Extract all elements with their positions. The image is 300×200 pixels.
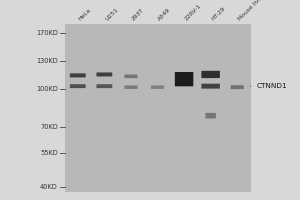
- Text: 40KD: 40KD: [40, 184, 58, 190]
- FancyBboxPatch shape: [70, 84, 86, 88]
- FancyBboxPatch shape: [124, 75, 137, 78]
- Bar: [64, 24, 250, 192]
- Text: 293T: 293T: [131, 8, 145, 22]
- FancyBboxPatch shape: [97, 72, 112, 76]
- Text: HT-29: HT-29: [211, 6, 226, 22]
- Text: 130KD: 130KD: [36, 58, 58, 64]
- Text: 100KD: 100KD: [36, 86, 58, 92]
- FancyBboxPatch shape: [231, 85, 244, 89]
- Text: 170KD: 170KD: [36, 30, 58, 36]
- FancyBboxPatch shape: [201, 71, 220, 78]
- FancyBboxPatch shape: [70, 73, 86, 77]
- Text: 22RV-1: 22RV-1: [184, 3, 203, 22]
- FancyBboxPatch shape: [175, 72, 193, 86]
- Text: A549: A549: [158, 8, 172, 22]
- FancyBboxPatch shape: [206, 113, 216, 118]
- FancyBboxPatch shape: [97, 84, 112, 88]
- FancyBboxPatch shape: [124, 85, 137, 89]
- Text: U251: U251: [104, 7, 119, 22]
- Text: 55KD: 55KD: [40, 150, 58, 156]
- Text: CTNND1: CTNND1: [250, 83, 287, 89]
- Text: HeLa: HeLa: [78, 8, 92, 22]
- Text: Mouse liver: Mouse liver: [237, 0, 265, 22]
- FancyBboxPatch shape: [201, 84, 220, 89]
- Text: 70KD: 70KD: [40, 124, 58, 130]
- FancyBboxPatch shape: [151, 85, 164, 89]
